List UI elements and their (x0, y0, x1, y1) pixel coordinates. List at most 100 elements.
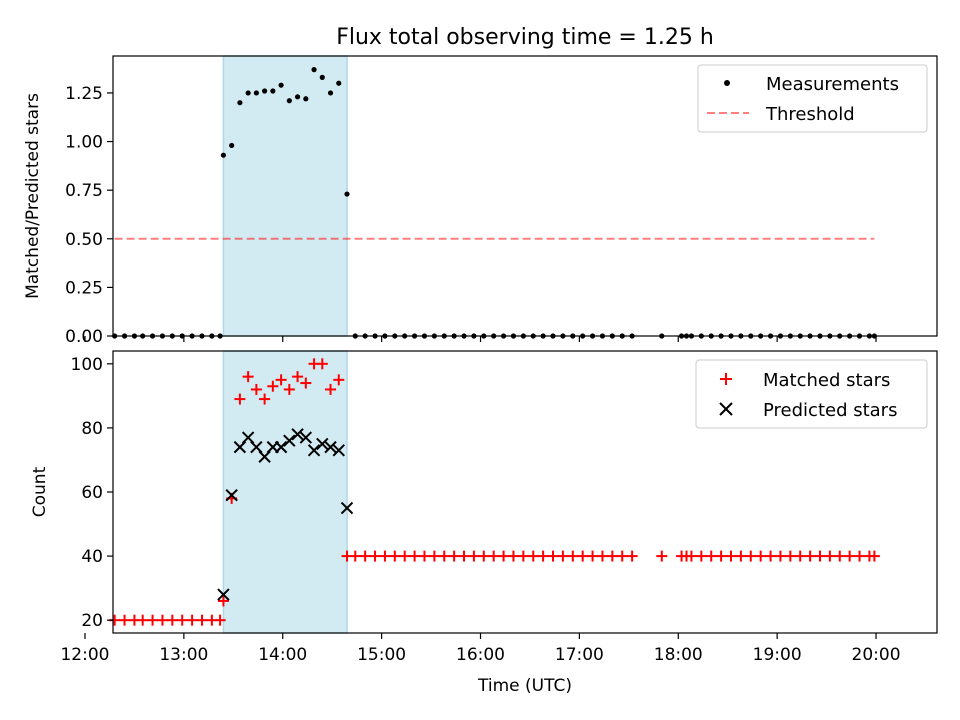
matched-point (507, 550, 519, 562)
matched-point (868, 550, 880, 562)
count-legend: Matched stars Predicted stars (695, 359, 928, 429)
matched-point (547, 550, 559, 562)
ratio-y-tick-label: 0.00 (65, 327, 103, 347)
measurement-point (303, 96, 309, 102)
legend-matched-label: Matched stars (763, 370, 890, 391)
count-x-axis: 12:00 13:00 14:00 15:00 16:00 17:00 18:00 19:00… (60, 633, 901, 665)
matched-point (626, 550, 638, 562)
matched-point (616, 550, 628, 562)
ratio-y-tick-label: 1.25 (65, 84, 103, 104)
measurement-point (319, 74, 325, 80)
measurement-point (220, 152, 227, 158)
matched-point (834, 550, 846, 562)
measurement-point (245, 90, 251, 96)
x-tick-label: 19:00 (753, 645, 802, 665)
measurement-point (253, 90, 259, 96)
measurement-point (294, 94, 301, 100)
matched-point (458, 550, 470, 562)
x-tick-label: 17:00 (555, 645, 604, 665)
matched-point (725, 550, 737, 562)
ratio-y-tick-label: 1.00 (65, 133, 103, 153)
matched-point (119, 614, 131, 626)
matched-points (109, 358, 880, 626)
matched-point (409, 550, 421, 562)
shaded-interval-rect (222, 350, 348, 634)
measurement-point (327, 90, 334, 96)
matched-point (250, 383, 262, 395)
measurement-point (336, 80, 342, 86)
x-tick-label: 15:00 (357, 645, 406, 665)
ratio-y-axis: 0.00 0.25 0.50 0.75 1.00 1.25 (65, 84, 113, 347)
ratio-y-tick-label: 0.75 (65, 181, 103, 201)
ratio-legend: Measurements Threshold (697, 64, 928, 133)
count-y-tick-label: 60 (81, 483, 103, 503)
matched-point (715, 550, 727, 562)
matched-point (234, 393, 246, 405)
matched-point (765, 550, 777, 562)
matched-point (488, 550, 500, 562)
x-axis-label: Time (UTC) (477, 676, 572, 696)
measurement-point (229, 142, 235, 149)
matched-point (349, 550, 361, 562)
predicted-point (340, 501, 354, 515)
predicted-point (307, 444, 321, 457)
measurement-point (270, 88, 276, 94)
matched-point (259, 393, 271, 405)
x-tick-label: 12:00 (60, 645, 109, 665)
matched-point (137, 614, 149, 626)
matched-point (275, 374, 287, 386)
matched-point (804, 550, 816, 562)
predicted-point (316, 437, 329, 451)
x-tick-label: 18:00 (654, 645, 703, 665)
ratio-panel-frame (112, 55, 938, 337)
ratio-panel: 0.00 0.25 0.50 0.75 1.00 1.25 Matched/Predict… (23, 55, 938, 347)
matched-point (186, 614, 198, 626)
measurement-point (262, 88, 268, 94)
predicted-point (299, 431, 313, 444)
matched-point (517, 550, 529, 562)
matched-point (794, 550, 806, 562)
predicted-point (217, 588, 230, 601)
matched-point (418, 550, 430, 562)
matched-point (147, 614, 159, 626)
measurement-point (286, 98, 292, 104)
count-legend-box (695, 359, 928, 429)
matched-point (283, 383, 295, 395)
matched-point (814, 550, 826, 562)
chart-title: Flux total observing time = 1.25 h (336, 25, 714, 50)
matched-point (333, 374, 345, 386)
ratio-legend-box (697, 64, 928, 133)
matched-point (369, 550, 381, 562)
predicted-point (332, 444, 345, 457)
x-tick-label: 13:00 (159, 645, 208, 665)
legend-predicted-marker (719, 402, 733, 416)
matched-point (755, 550, 767, 562)
matched-point (478, 550, 490, 562)
predicted-point (283, 434, 296, 447)
count-y-tick-label: 20 (81, 611, 103, 631)
matched-point (267, 380, 279, 392)
matched-point (428, 550, 440, 562)
matched-point (379, 550, 391, 562)
shaded-interval (222, 350, 348, 634)
matched-point (325, 383, 337, 395)
matched-point (448, 550, 460, 562)
predicted-point (225, 488, 238, 502)
matched-point (316, 358, 328, 370)
count-panel: 20 40 60 80 100 12:00 13:00 14:00 15:00 16:00 17:… (30, 350, 938, 696)
matched-point (498, 550, 510, 562)
matched-point (438, 550, 450, 562)
matched-point (156, 614, 168, 626)
matched-point (567, 550, 579, 562)
matched-point (242, 371, 254, 383)
predicted-point (291, 428, 304, 441)
predicted-point (324, 440, 337, 454)
matched-point (824, 550, 836, 562)
count-y-tick-label: 40 (81, 547, 103, 567)
matched-point (166, 614, 178, 626)
matched-point (214, 614, 226, 626)
legend-measurements-label: Measurements (766, 74, 899, 95)
matched-point (217, 595, 229, 607)
matched-point (784, 550, 796, 562)
